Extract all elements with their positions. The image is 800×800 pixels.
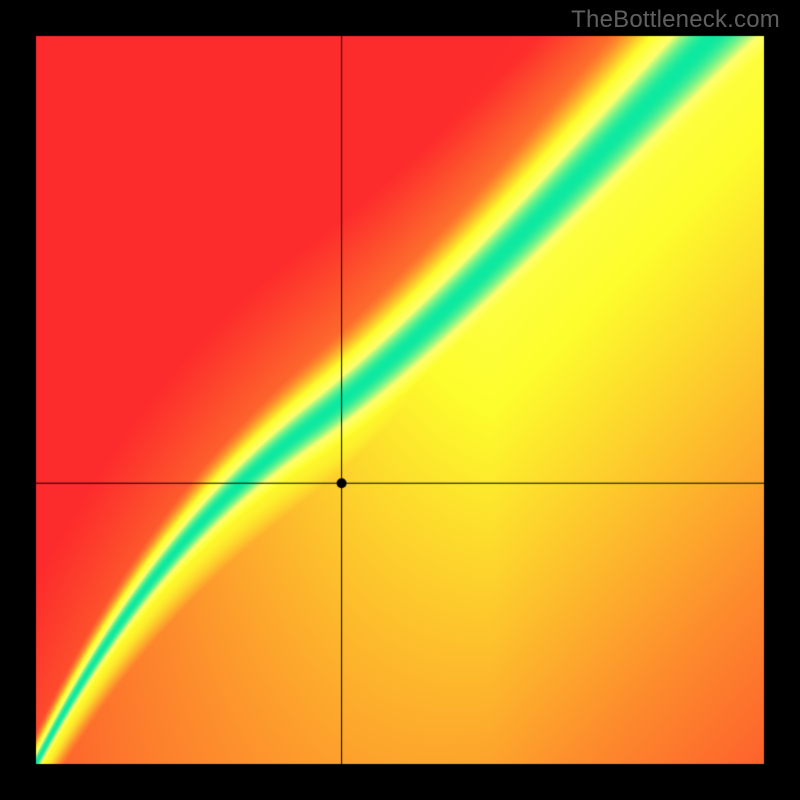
heatmap-canvas bbox=[0, 0, 800, 800]
watermark-text: TheBottleneck.com bbox=[571, 6, 780, 34]
chart-container: TheBottleneck.com bbox=[0, 0, 800, 800]
